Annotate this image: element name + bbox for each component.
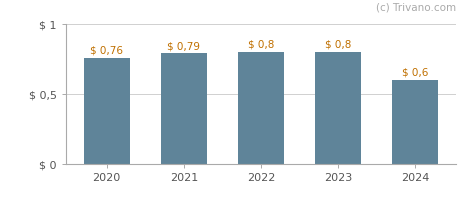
Bar xyxy=(392,80,438,164)
Text: $ 0,8: $ 0,8 xyxy=(325,40,351,50)
Text: $ 0,76: $ 0,76 xyxy=(90,46,123,55)
Bar xyxy=(161,53,207,164)
Text: $ 0,6: $ 0,6 xyxy=(402,68,428,78)
Bar xyxy=(238,52,284,164)
Bar xyxy=(315,52,361,164)
Bar xyxy=(84,58,130,164)
Text: $ 0,8: $ 0,8 xyxy=(248,40,274,50)
Text: (c) Trivano.com: (c) Trivano.com xyxy=(376,3,456,13)
Text: $ 0,79: $ 0,79 xyxy=(167,41,200,51)
